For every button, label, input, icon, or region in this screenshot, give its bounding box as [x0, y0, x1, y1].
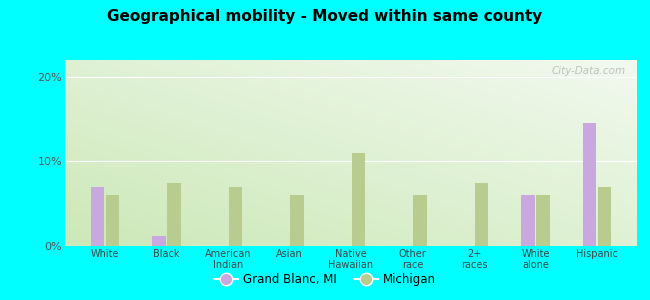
- Bar: [91, 187, 105, 246]
- Bar: [521, 195, 535, 246]
- Bar: [152, 236, 166, 246]
- Bar: [474, 183, 488, 246]
- Bar: [352, 153, 365, 246]
- Bar: [167, 183, 181, 246]
- Legend: Grand Blanc, MI, Michigan: Grand Blanc, MI, Michigan: [210, 269, 440, 291]
- Bar: [413, 195, 426, 246]
- Bar: [290, 195, 304, 246]
- Text: Geographical mobility - Moved within same county: Geographical mobility - Moved within sam…: [107, 9, 543, 24]
- Text: City-Data.com: City-Data.com: [551, 66, 625, 76]
- Bar: [229, 187, 242, 246]
- Bar: [597, 187, 611, 246]
- Bar: [536, 195, 550, 246]
- Bar: [105, 195, 119, 246]
- Bar: [583, 123, 597, 246]
